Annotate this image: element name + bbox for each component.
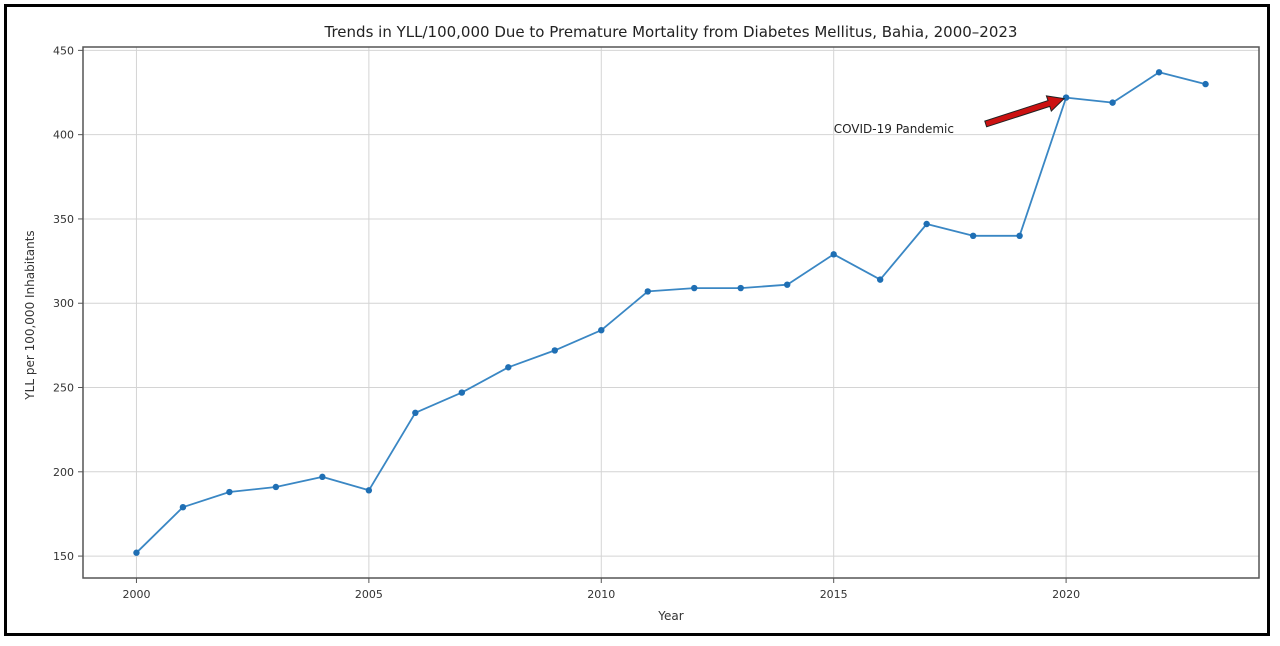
y-axis-label: YLL per 100,000 Inhabitants bbox=[23, 230, 37, 400]
data-point bbox=[1155, 69, 1163, 76]
x-tick-label: 2000 bbox=[122, 588, 150, 601]
y-axis: 150 200 250 300 350 400 450 bbox=[53, 44, 83, 563]
y-tick-label: 350 bbox=[53, 213, 74, 226]
data-point bbox=[644, 288, 651, 295]
data-point bbox=[598, 327, 605, 334]
data-point bbox=[691, 284, 698, 292]
data-point bbox=[458, 389, 466, 396]
y-tick-label: 400 bbox=[53, 129, 74, 142]
y-tick-label: 250 bbox=[53, 382, 74, 395]
data-point bbox=[551, 347, 558, 354]
data-point bbox=[1016, 232, 1023, 239]
annotation-arrow bbox=[984, 95, 1066, 128]
data-point bbox=[923, 220, 930, 228]
x-tick-label: 2020 bbox=[1052, 588, 1080, 601]
data-point bbox=[319, 473, 326, 481]
chart-title: Trends in YLL/100,000 Due to Premature M… bbox=[324, 23, 1018, 41]
annotation: COVID-19 Pandemic bbox=[834, 95, 1066, 136]
y-tick-label: 200 bbox=[53, 466, 74, 479]
annotation-label: COVID-19 Pandemic bbox=[834, 122, 954, 136]
data-point bbox=[272, 483, 280, 491]
data-point bbox=[737, 284, 744, 292]
data-point bbox=[226, 488, 233, 496]
chart-frame bbox=[4, 4, 1270, 636]
x-axis-label: Year bbox=[657, 609, 683, 623]
data-point bbox=[412, 409, 419, 416]
data-point bbox=[1202, 80, 1209, 88]
data-point bbox=[179, 504, 187, 511]
data-point bbox=[1109, 99, 1116, 106]
grid bbox=[83, 47, 1259, 578]
y-tick-label: 450 bbox=[53, 44, 74, 57]
y-tick-label: 150 bbox=[53, 550, 74, 563]
data-point bbox=[830, 251, 837, 258]
y-tick-label: 300 bbox=[53, 297, 74, 310]
data-point bbox=[505, 364, 512, 371]
x-tick-label: 2010 bbox=[587, 588, 615, 601]
series-line-path bbox=[135, 71, 1206, 554]
series-line bbox=[133, 69, 1209, 556]
data-point bbox=[784, 281, 791, 288]
x-tick-label: 2015 bbox=[820, 588, 848, 601]
data-point bbox=[969, 232, 977, 239]
data-point bbox=[365, 487, 373, 494]
data-point bbox=[1062, 94, 1070, 101]
data-point bbox=[876, 276, 884, 283]
x-tick-label: 2005 bbox=[355, 588, 383, 601]
plot-area bbox=[82, 46, 1260, 579]
x-axis: 2000 2005 2010 2015 2020 bbox=[122, 578, 1080, 601]
data-point bbox=[133, 549, 140, 556]
